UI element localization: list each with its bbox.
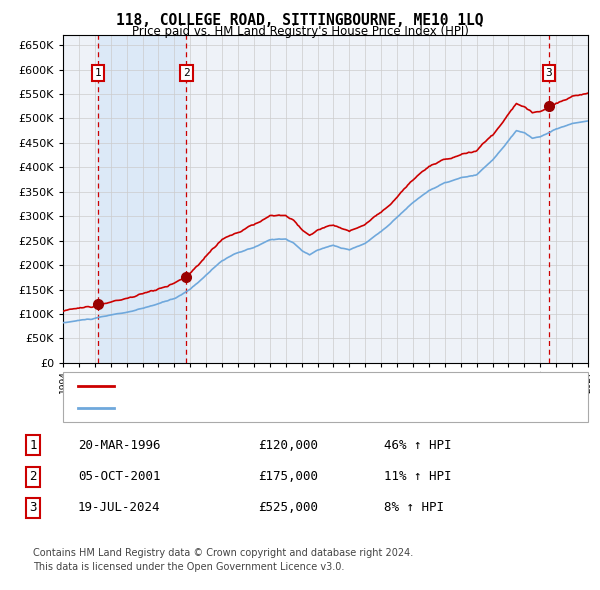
Text: 8% ↑ HPI: 8% ↑ HPI <box>384 502 444 514</box>
Text: 1: 1 <box>95 68 101 78</box>
Text: £120,000: £120,000 <box>258 439 318 452</box>
Text: HPI: Average price, detached house, Swale: HPI: Average price, detached house, Swal… <box>120 403 376 413</box>
Text: 2: 2 <box>29 470 37 483</box>
Text: This data is licensed under the Open Government Licence v3.0.: This data is licensed under the Open Gov… <box>33 562 344 572</box>
Text: Price paid vs. HM Land Registry's House Price Index (HPI): Price paid vs. HM Land Registry's House … <box>131 25 469 38</box>
Text: 118, COLLEGE ROAD, SITTINGBOURNE, ME10 1LQ: 118, COLLEGE ROAD, SITTINGBOURNE, ME10 1… <box>116 13 484 28</box>
Text: £175,000: £175,000 <box>258 470 318 483</box>
Text: £525,000: £525,000 <box>258 502 318 514</box>
Text: 11% ↑ HPI: 11% ↑ HPI <box>384 470 452 483</box>
Text: 20-MAR-1996: 20-MAR-1996 <box>78 439 161 452</box>
Text: 1: 1 <box>29 439 37 452</box>
Text: 3: 3 <box>545 68 552 78</box>
Bar <box>98 35 187 363</box>
Text: 118, COLLEGE ROAD, SITTINGBOURNE, ME10 1LQ (detached house): 118, COLLEGE ROAD, SITTINGBOURNE, ME10 1… <box>120 381 489 391</box>
Text: 46% ↑ HPI: 46% ↑ HPI <box>384 439 452 452</box>
Text: 05-OCT-2001: 05-OCT-2001 <box>78 470 161 483</box>
Text: Contains HM Land Registry data © Crown copyright and database right 2024.: Contains HM Land Registry data © Crown c… <box>33 548 413 558</box>
Text: 2: 2 <box>183 68 190 78</box>
Text: 19-JUL-2024: 19-JUL-2024 <box>78 502 161 514</box>
Text: 3: 3 <box>29 502 37 514</box>
